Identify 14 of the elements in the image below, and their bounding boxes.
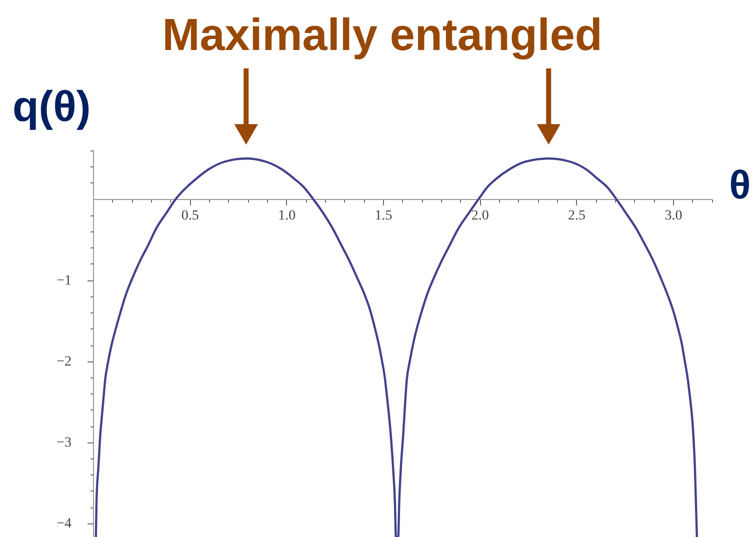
x-tick-label: 2.0 xyxy=(471,208,489,224)
x-tick-label: 3.0 xyxy=(664,208,682,224)
x-tick-label: 1.5 xyxy=(374,208,392,224)
y-axis-title: q(θ) xyxy=(12,82,91,131)
x-tick-label: 1.0 xyxy=(278,208,296,224)
y-tick-label: −3 xyxy=(56,436,72,451)
y-tick-label: −2 xyxy=(56,354,72,370)
y-tick-label: −4 xyxy=(56,516,72,532)
x-tick-label: 0.5 xyxy=(181,208,199,224)
x-tick-label: 2.5 xyxy=(568,208,586,224)
line-series xyxy=(94,157,698,537)
chart-title: Maximally entangled xyxy=(162,8,602,60)
y-tick-label: −1 xyxy=(56,274,72,289)
x-axis-title: θ xyxy=(729,164,751,208)
